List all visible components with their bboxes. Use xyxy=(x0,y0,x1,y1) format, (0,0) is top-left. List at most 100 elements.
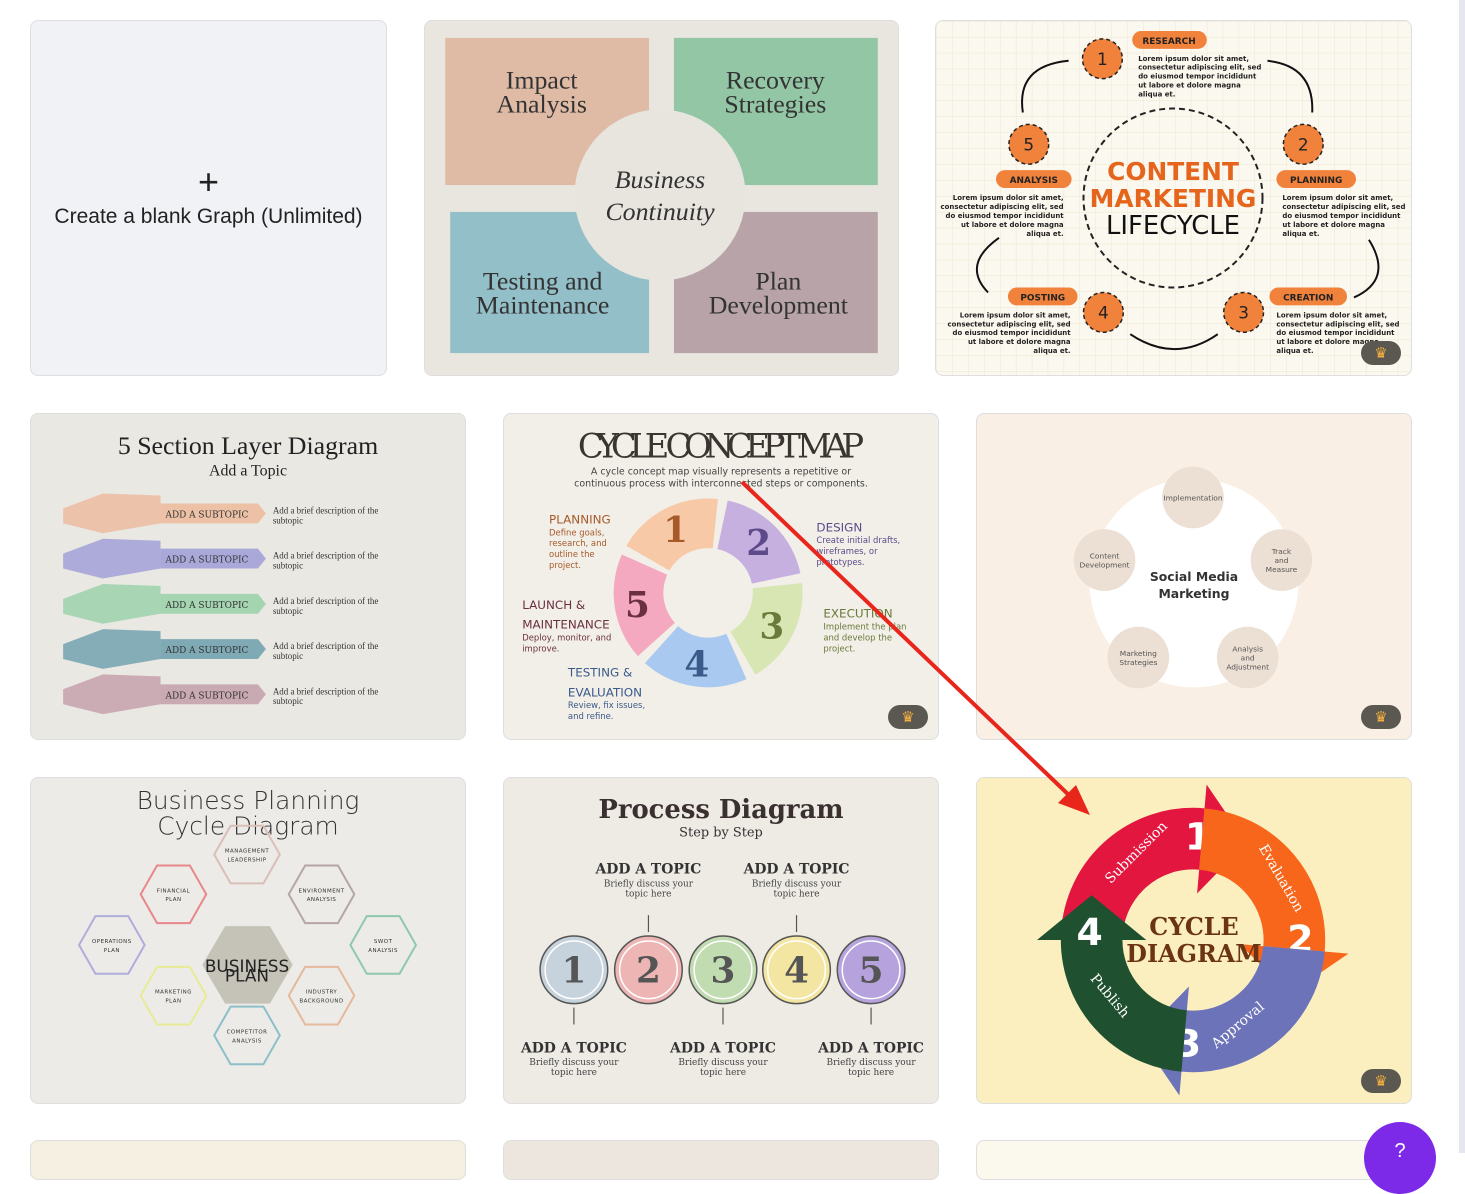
template-business-planning-cycle[interactable]: Business Planning Cycle Diagram BUSINESS… xyxy=(30,777,466,1104)
hex-label: OPERATIONS xyxy=(92,939,132,945)
create-blank-graph-card[interactable]: + Create a blank Graph (Unlimited) xyxy=(30,20,387,376)
step-ring xyxy=(766,940,827,1000)
template-text: Step by Step xyxy=(679,826,763,841)
template-text: PLANNING xyxy=(1290,176,1342,186)
step-title: EXECUTION xyxy=(823,607,892,621)
template-text: ut labore et dolore magna xyxy=(961,221,1064,229)
quadrant-label: Impact xyxy=(506,66,579,95)
template-text: 5 xyxy=(1023,134,1034,154)
cycle-node xyxy=(1073,529,1136,591)
cycle-node xyxy=(1250,529,1313,591)
layer-label: ADD A SUBTOPIC xyxy=(165,646,249,656)
node-label: Analysis xyxy=(1232,645,1263,654)
cycle-node xyxy=(1107,626,1170,689)
step-desc: wireframes, or xyxy=(816,546,878,556)
template-social-media-marketing[interactable]: Implementation Track and Measure Analysis and… xyxy=(976,413,1412,740)
step-title: PLANNING xyxy=(549,512,611,526)
step-number: 3 xyxy=(711,950,736,992)
template-text: aliqua et. xyxy=(1138,91,1175,99)
layer-label: ADD A SUBTOPIC xyxy=(165,691,249,701)
create-blank-label: Create a blank Graph (Unlimited) xyxy=(54,205,363,228)
step-desc: improve. xyxy=(522,644,559,654)
template-cycle-concept-map[interactable]: CYCLE CONCEPT MAP A cycle concept map vi… xyxy=(503,413,939,740)
step-desc: project. xyxy=(823,644,855,654)
step-desc: outline the xyxy=(549,549,595,559)
template-text: aliqua et. xyxy=(1026,230,1063,238)
template-text: CYCLE xyxy=(1149,913,1239,941)
hex-label: MANAGEMENT xyxy=(225,849,270,855)
layer-label: ADD A SUBTOPIC xyxy=(165,601,249,611)
template-text: consectetur adipiscing elit, sed xyxy=(1138,64,1261,72)
center-label: Business xyxy=(615,165,705,194)
template-text: consectetur adipiscing elit, sed xyxy=(1276,320,1399,328)
hex-label: MARKETING xyxy=(155,990,192,996)
scrollbar[interactable] xyxy=(1459,0,1465,1153)
node-label: Measure xyxy=(1266,565,1298,574)
template-content-marketing[interactable]: CONTENT MARKETING LIFECYCLE 1 2 3 4 5 RE… xyxy=(935,20,1412,376)
layer-tab xyxy=(160,593,266,614)
hex-label: ANALYSIS xyxy=(307,897,337,903)
layer-desc: Add a brief description of the xyxy=(273,641,379,651)
step-desc: research, and xyxy=(549,538,607,548)
node-label: Strategies xyxy=(1119,658,1157,667)
template-5-section-layer[interactable]: 5 Section Layer Diagram Add a Topic ADD … xyxy=(30,413,466,740)
template-process-diagram[interactable]: Process Diagram Step by Step 1 ADD A TOPI… xyxy=(503,777,939,1104)
topic-desc: topic here xyxy=(700,1068,746,1078)
template-text: consectetur adipiscing elit, sed xyxy=(941,203,1064,211)
template-text: A cycle concept map visually represents … xyxy=(591,467,851,478)
hex-label: PLAN xyxy=(165,999,181,1005)
step-title: TESTING & xyxy=(567,665,632,679)
hex-label: ENVIRONMENT xyxy=(299,888,345,894)
template-card-partial[interactable] xyxy=(30,1140,466,1180)
template-cycle-diagram[interactable]: 1 Submission 2 Evaluation 3 Approval 4 Publish … xyxy=(976,777,1412,1104)
topic-desc: Briefly discuss your xyxy=(826,1058,916,1068)
quadrant-label: Recovery xyxy=(726,66,825,95)
topic-title: ADD A TOPIC xyxy=(520,1040,627,1056)
crown-icon: ♛ xyxy=(1361,705,1401,729)
step-ring xyxy=(618,940,679,1000)
template-text: Marketing xyxy=(1158,586,1229,601)
template-text: do eiusmod tempor incididunt xyxy=(946,212,1065,220)
crown-icon: ♛ xyxy=(1361,341,1401,365)
template-text: Social Media xyxy=(1150,569,1238,584)
hex-label: ANALYSIS xyxy=(368,948,398,954)
template-business-continuity[interactable]: Impact Analysis Recovery Strategies Test… xyxy=(424,20,899,376)
hex-label: BACKGROUND xyxy=(299,999,343,1005)
node-label: and xyxy=(1241,653,1255,662)
layer-block xyxy=(63,493,161,534)
node-label: Track xyxy=(1271,547,1292,556)
cycle-segment xyxy=(644,626,747,688)
layer-desc: Add a brief description of the xyxy=(273,505,379,515)
template-text: continuous process with interconnected s… xyxy=(574,479,868,490)
segment-number: 4 xyxy=(1077,910,1103,954)
cycle-segment xyxy=(626,498,718,571)
layer-block xyxy=(63,629,161,669)
quadrant-label: Maintenance xyxy=(476,290,609,319)
topic-desc: Briefly discuss your xyxy=(529,1058,619,1068)
hex-label: PLAN xyxy=(165,897,181,903)
template-text: ANALYSIS xyxy=(1010,176,1058,186)
topic-desc: topic here xyxy=(625,889,671,899)
node-label: Adjustment xyxy=(1226,662,1269,671)
step-ring xyxy=(693,940,753,1000)
crown-icon: ♛ xyxy=(888,705,928,729)
center-label: Continuity xyxy=(605,197,715,226)
hexagon xyxy=(287,864,356,925)
hexagon xyxy=(349,915,418,975)
topic-desc: topic here xyxy=(551,1068,597,1078)
template-text: 2 xyxy=(1298,134,1309,154)
layer-desc: Add a brief description of the xyxy=(273,596,379,606)
step-title: LAUNCH & xyxy=(522,598,585,612)
template-text: Lorem ipsum dolor sit amet, xyxy=(1282,194,1393,202)
layer-desc: subtopic xyxy=(273,515,303,525)
step-number: 1 xyxy=(561,950,586,992)
template-text: RESEARCH xyxy=(1142,37,1195,47)
help-button[interactable]: ? xyxy=(1364,1122,1436,1194)
topic-title: ADD A TOPIC xyxy=(743,861,850,877)
template-text: 1 xyxy=(1097,49,1108,69)
step-number: 2 xyxy=(746,522,771,564)
template-card-partial[interactable] xyxy=(976,1140,1412,1180)
title-line: CONTENT xyxy=(1107,157,1239,186)
arrow-head xyxy=(1036,895,1147,941)
template-card-partial[interactable] xyxy=(503,1140,939,1180)
